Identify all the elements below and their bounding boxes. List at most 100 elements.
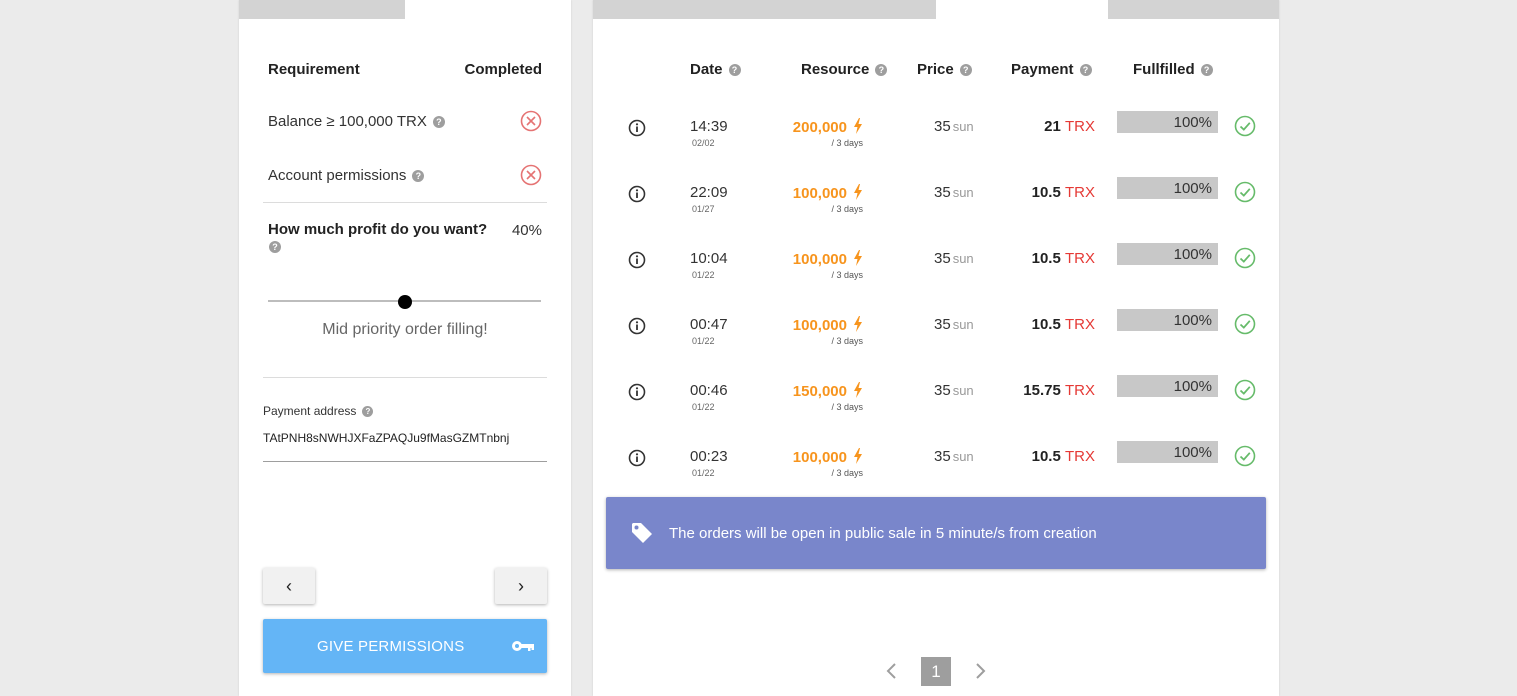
payment-currency: TRX [1065,382,1095,399]
fulfilled-progress-bar: 100% [1117,375,1218,397]
fulfilled-progress-bar: 100% [1117,309,1218,331]
panel-tab-inactive[interactable] [239,0,405,19]
completed-column-header: Completed [464,61,542,78]
price-unit: sun [952,383,974,398]
resource-period: / 3 days [831,468,863,478]
help-icon[interactable]: ? [728,64,741,76]
price-value: 35 [934,118,951,135]
previous-step-button[interactable]: ‹ [263,568,315,604]
price-column-header: Price? [917,61,972,78]
price-value: 35 [934,448,951,465]
requirement-balance-label: Balance ≥ 100,000 TRX [268,112,427,130]
not-completed-icon [520,110,542,132]
requirement-balance: Balance ≥ 100,000 TRX? [268,110,542,132]
order-date: 01/22 [692,468,715,478]
divider [263,377,547,378]
order-time: 00:46 [690,382,728,399]
order-date: 01/22 [692,270,715,280]
fulfilled-progress-bar: 100% [1117,177,1218,199]
help-icon[interactable]: ? [875,64,888,76]
info-icon[interactable] [627,448,647,468]
info-icon[interactable] [627,118,647,138]
order-time: 00:47 [690,316,728,333]
order-price: 35 sun [934,118,974,135]
order-row: 00:23 01/22 100,000/ 3 days 35 sun 10.5 TRX 10… [593,441,1279,514]
order-resource: 150,000 [793,382,863,400]
help-icon[interactable]: ? [1200,64,1213,76]
requirement-permissions: Account permissions? [268,164,542,186]
profit-value: 40% [511,222,542,239]
order-row: 22:09 01/27 100,000/ 3 days 35 sun 10.5 TRX 10… [593,177,1279,250]
order-date: 01/22 [692,402,715,412]
panel-tab-inactive[interactable] [1108,0,1279,19]
help-icon[interactable]: ? [432,115,445,128]
order-payment: 10.5 TRX [1032,316,1095,333]
fulfilled-percent: 100% [1173,180,1212,197]
order-date: 02/02 [692,138,715,148]
resource-amount: 200,000 [792,119,847,136]
resource-period: / 3 days [831,204,863,214]
info-icon[interactable] [627,250,647,270]
check-circle-icon [1234,247,1256,269]
requirements-panel: Requirement Completed Balance ≥ 100,000 … [239,0,571,696]
energy-bolt-icon [854,316,862,332]
give-permissions-button[interactable]: GIVE PERMISSIONS [263,619,547,673]
energy-bolt-icon [854,448,862,464]
fulfilled-percent: 100% [1173,444,1212,461]
order-resource: 200,000 [793,118,863,136]
order-payment: 10.5 TRX [1032,448,1095,465]
chevron-right-icon[interactable] [972,660,988,682]
order-date: 01/27 [692,204,715,214]
help-icon[interactable]: ? [412,169,425,182]
check-circle-icon [1234,115,1256,137]
order-price: 35 sun [934,184,974,201]
check-circle-icon [1234,379,1256,401]
order-price: 35 sun [934,448,974,465]
payment-currency: TRX [1065,250,1095,267]
priority-caption: Mid priority order filling! [322,321,488,338]
resource-period: / 3 days [831,138,863,148]
order-price: 35 sun [934,250,974,267]
pagination-current-page[interactable]: 1 [921,657,951,686]
payment-address-value[interactable]: TAtPNH8sNWHJXFaZPAQJu9fMasGZMTnbnj [263,431,510,445]
give-permissions-label: GIVE PERMISSIONS [317,638,465,655]
order-price: 35 sun [934,382,974,399]
help-icon[interactable]: ? [269,241,281,253]
help-icon[interactable]: ? [362,406,374,417]
resource-amount: 150,000 [792,383,847,400]
panel-tab-inactive[interactable] [593,0,936,19]
order-price: 35 sun [934,316,974,333]
help-icon[interactable]: ? [959,64,972,76]
info-icon[interactable] [627,382,647,402]
price-unit: sun [952,317,974,332]
resource-amount: 100,000 [792,317,847,334]
banner-text: The orders will be open in public sale i… [669,525,1097,542]
payment-amount: 10.5 [1031,448,1061,465]
public-sale-banner: The orders will be open in public sale i… [606,497,1266,569]
order-time: 00:23 [690,448,728,465]
info-icon[interactable] [627,316,647,336]
order-resource: 100,000 [793,448,863,466]
info-icon[interactable] [627,184,647,204]
resource-amount: 100,000 [792,185,847,202]
profit-slider-thumb[interactable] [398,295,412,309]
order-time: 10:04 [690,250,728,267]
help-icon[interactable]: ? [1079,64,1092,76]
price-value: 35 [934,316,951,333]
key-icon [512,641,534,651]
next-step-button[interactable]: › [495,568,547,604]
payment-currency: TRX [1065,118,1095,135]
fulfilled-progress-bar: 100% [1117,243,1218,265]
resource-period: / 3 days [831,336,863,346]
date-column-header: Date? [690,61,741,78]
chevron-left-icon[interactable] [884,660,900,682]
resource-period: / 3 days [831,402,863,412]
payment-currency: TRX [1065,184,1095,201]
payment-amount: 10.5 [1031,316,1061,333]
fulfilled-progress-bar: 100% [1117,441,1218,463]
resource-column-header: Resource? [801,61,888,78]
order-payment: 15.75 TRX [1023,382,1095,399]
address-underline [263,461,547,462]
order-time: 22:09 [690,184,728,201]
order-resource: 100,000 [793,250,863,268]
